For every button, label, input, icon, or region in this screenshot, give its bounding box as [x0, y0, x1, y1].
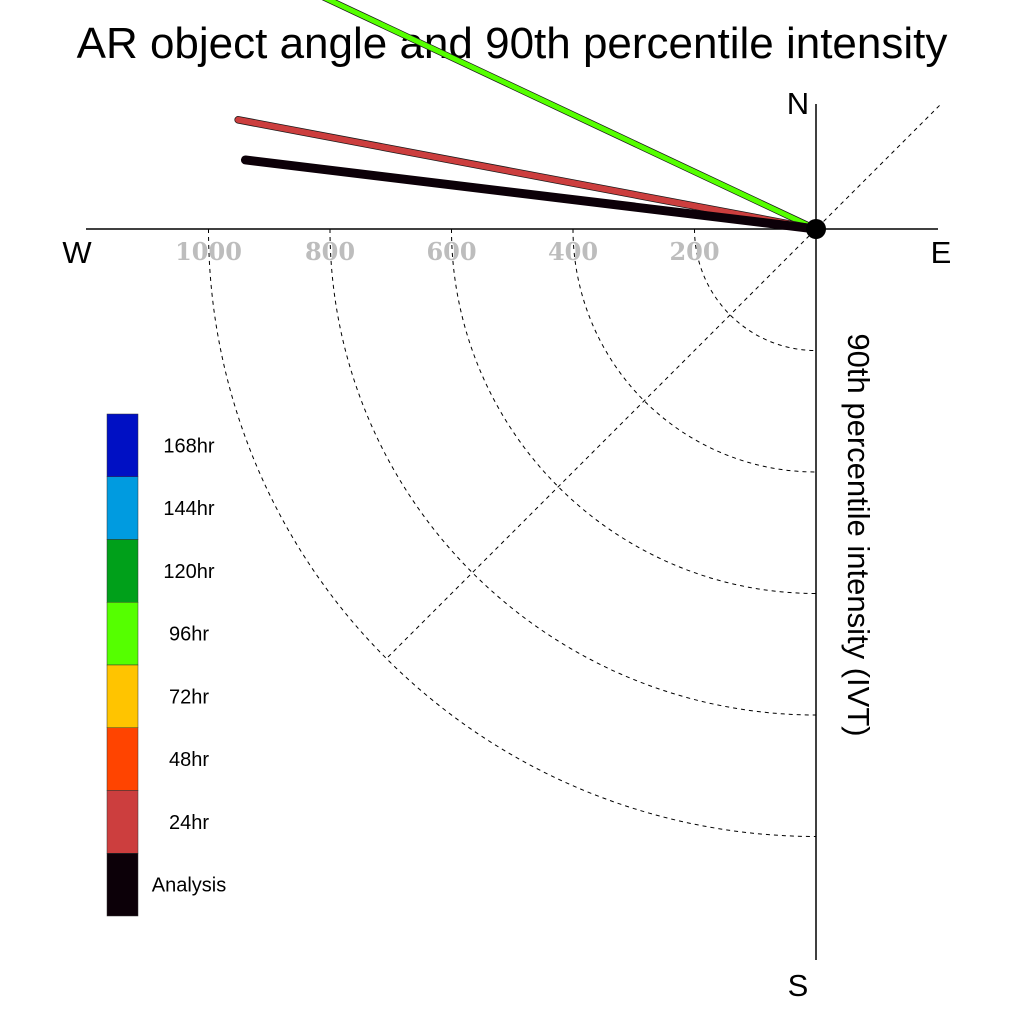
- west-label: W: [62, 235, 92, 270]
- tick-label-200: 200: [669, 237, 719, 266]
- legend: 168hr 144hr 120hr 96hr 72hr 48hr 24hr Analysis: [106, 413, 226, 917]
- legend-label-120hr: 120hr: [163, 561, 214, 583]
- legend-label-96hr: 96hr: [169, 624, 209, 646]
- legend-swatch-144hr: [106, 476, 139, 540]
- north-label: N: [787, 86, 809, 121]
- legend-swatch-120hr: [106, 539, 139, 603]
- legend-label-144hr: 144hr: [163, 498, 214, 520]
- grid: [208, 104, 941, 837]
- tick-label-800: 800: [305, 237, 355, 266]
- legend-swatch-96hr: [106, 602, 139, 666]
- legend-label-48hr: 48hr: [169, 749, 209, 771]
- south-label: S: [788, 968, 809, 1003]
- legend-swatch-24hr: [106, 790, 139, 854]
- chart-title: AR object angle and 90th percentile inte…: [77, 19, 948, 68]
- origin-point: [806, 219, 826, 239]
- grid-ring-1000: [208, 228, 817, 837]
- legend-swatch-72hr: [106, 664, 139, 728]
- series-lines: [234, 0, 821, 234]
- legend-label-24hr: 24hr: [169, 812, 209, 834]
- tick-label-600: 600: [426, 237, 476, 266]
- diagonal-gridline: [387, 104, 941, 658]
- legend-swatch-48hr: [106, 727, 139, 791]
- legend-label-analysis: Analysis: [152, 875, 226, 897]
- series-line-96hr: [323, 0, 819, 232]
- series-line-24hr: [235, 116, 819, 232]
- east-label: E: [931, 235, 952, 270]
- grid-ring-200: [694, 228, 817, 351]
- legend-swatch-168hr: [106, 413, 139, 477]
- radial-tick-labels: 200 400 600 800 1000: [175, 237, 719, 266]
- y-axis-label: 90th percentile intensity (IVT): [841, 333, 876, 736]
- tick-label-400: 400: [548, 237, 598, 266]
- series-line-analysis: [240, 155, 821, 234]
- legend-swatch-analysis: [106, 853, 139, 917]
- legend-label-72hr: 72hr: [169, 686, 209, 708]
- tick-label-1000: 1000: [175, 237, 242, 266]
- grid-ring-800: [329, 228, 817, 716]
- legend-label-168hr: 168hr: [163, 435, 214, 457]
